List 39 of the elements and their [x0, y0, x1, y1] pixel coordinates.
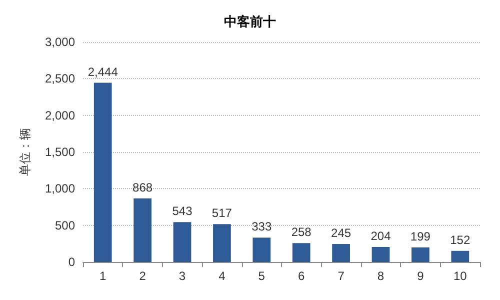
bar	[332, 244, 350, 262]
x-tick-label: 4	[218, 269, 226, 283]
bar	[252, 238, 271, 262]
y-tick-label: 0	[68, 255, 76, 269]
x-tick-label: 7	[338, 269, 345, 283]
bar	[213, 224, 231, 262]
x-tick-label: 2	[139, 269, 146, 283]
bar	[412, 247, 430, 262]
y-tick-label: 500	[54, 218, 76, 232]
y-tick-label: 2,000	[44, 108, 76, 122]
data-label: 2,444	[88, 64, 118, 79]
bar	[292, 243, 310, 262]
data-label: 868	[132, 180, 153, 194]
x-tick-label: 10	[453, 269, 468, 283]
y-tick-label: 1,000	[44, 182, 76, 196]
x-tick-label: 8	[377, 269, 384, 283]
bar	[94, 82, 112, 262]
chart-title: 中客前十	[224, 14, 276, 29]
bar	[134, 198, 152, 262]
data-label: 333	[252, 220, 272, 234]
bar	[173, 222, 192, 262]
data-label: 245	[331, 226, 352, 240]
data-label: 543	[172, 204, 193, 218]
x-tick-label: 5	[258, 269, 266, 283]
y-axis-title: 单位：辆	[18, 128, 32, 176]
data-label: 199	[410, 229, 431, 244]
data-label: 258	[291, 225, 312, 240]
bar	[451, 250, 470, 262]
x-tick-label: 1	[100, 269, 107, 283]
data-label: 204	[370, 229, 392, 244]
x-tick-label: 9	[417, 269, 424, 283]
y-tick-label: 2,500	[44, 72, 76, 86]
y-tick-label: 1,500	[44, 145, 76, 159]
x-tick-label: 6	[298, 269, 306, 283]
x-tick-label: 3	[178, 269, 186, 283]
bar	[372, 247, 390, 262]
y-tick-label: 3,000	[44, 35, 76, 49]
data-label: 152	[450, 232, 470, 247]
data-label: 517	[212, 206, 232, 220]
